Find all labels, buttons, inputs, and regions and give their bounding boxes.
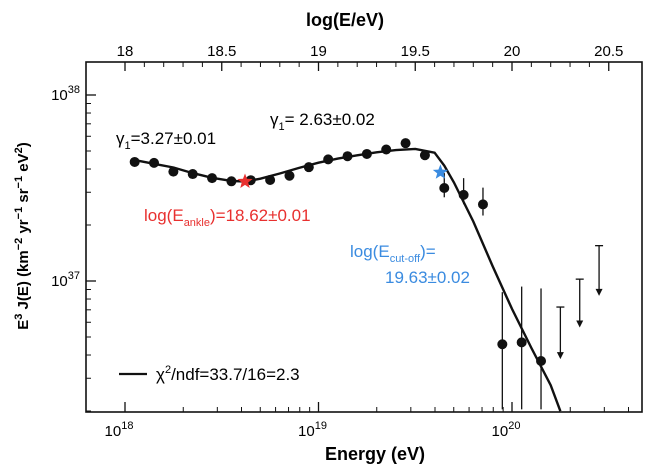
legend-chi-symbol: χ [156, 365, 165, 384]
data-point [439, 183, 450, 193]
data-point [129, 156, 140, 167]
ylabel-eV: eV [15, 153, 32, 176]
data-point [419, 150, 430, 161]
data-point [149, 157, 160, 168]
gamma1-left-value: =3.27±0.01 [131, 129, 216, 148]
ankle-star-marker [237, 173, 253, 188]
upper-limit-arrow [556, 352, 564, 360]
top-tick-label: 20 [504, 43, 521, 60]
data-point [400, 138, 411, 149]
upper-limit-arrow [595, 288, 603, 296]
top-axis-ticks: 18 18.5 19 19.5 20 20.5 [117, 43, 623, 71]
data-point [342, 151, 353, 162]
gamma1-right-subscript: 1 [279, 121, 285, 133]
data-point [207, 173, 218, 184]
ylabel-sr: sr [15, 188, 32, 207]
data-points-layer [129, 138, 604, 410]
data-point [477, 199, 488, 210]
ylabel-eV-sup: 2 [13, 147, 25, 153]
cut-off-star-marker [432, 164, 448, 179]
x-axis-title: Energy (eV) [325, 444, 425, 464]
top-tick-label: 19.5 [401, 43, 430, 60]
left-tick-label: 1037 [51, 270, 80, 290]
data-point [381, 144, 392, 155]
data-point [284, 170, 295, 181]
bottom-tick-label: 1020 [492, 420, 521, 440]
ylabel-sr-sup: −1 [13, 176, 25, 189]
legend-chi-value: /ndf=33.7/16=2.3 [171, 365, 300, 384]
ankle-label-subscript: ankle [184, 217, 210, 229]
ylabel-km-sup: −2 [13, 238, 25, 251]
cutoff-annotation-line2: 19.63±0.02 [385, 268, 470, 287]
plot-frame [85, 61, 643, 413]
data-point [323, 154, 334, 165]
ankle-label-prefix: log(E [144, 206, 184, 225]
left-axis-ticks: 1038 1037 [51, 84, 96, 412]
bottom-tick-label: 1018 [105, 420, 134, 440]
ankle-label-value: )=18.62±0.01 [210, 206, 311, 225]
data-point [187, 169, 198, 180]
data-point [265, 175, 276, 186]
gamma1-left-annotation: γ1=3.27±0.01 [116, 129, 216, 152]
gamma1-right-annotation: γ1= 2.63±0.02 [270, 110, 375, 133]
top-axis-title: log(E/eV) [306, 10, 384, 30]
legend-chi2-label: χ2/ndf=33.7/16=2.3 [156, 364, 300, 384]
ylabel-yr: yr [15, 219, 32, 238]
data-point [536, 355, 547, 366]
left-tick-label: 1038 [51, 84, 80, 104]
top-tick-label: 18.5 [207, 43, 236, 60]
ylabel-E: E [15, 320, 32, 330]
gamma1-right-value: = 2.63±0.02 [285, 110, 375, 129]
data-point [168, 166, 179, 177]
gamma1-left-symbol: γ [116, 129, 125, 148]
ylabel-E-sup: 3 [13, 314, 25, 320]
gamma1-left-subscript: 1 [125, 140, 131, 152]
y-axis-title: E3 J(E) (km−2 yr−1 sr−1 eV2) [13, 142, 32, 330]
ylabel-yr-sup: −1 [13, 207, 25, 220]
cutoff-label-eq: )= [420, 242, 436, 261]
bottom-axis-ticks: 1018 1019 1020 [105, 402, 629, 440]
cutoff-label-subscript: cut-off [390, 253, 421, 265]
upper-limit-arrow [576, 320, 584, 328]
top-tick-label: 19 [310, 43, 327, 60]
cutoff-annotation-line1: log(Ecut-off)= [350, 242, 436, 265]
top-tick-label: 20.5 [594, 43, 623, 60]
ankle-annotation: log(Eankle)=18.62±0.01 [144, 206, 311, 229]
data-point [303, 162, 314, 173]
legend-chi-sup: 2 [165, 364, 171, 376]
top-tick-label: 18 [117, 43, 134, 60]
bottom-tick-label: 1019 [298, 420, 327, 440]
data-point [497, 339, 508, 350]
gamma1-right-symbol: γ [270, 110, 279, 129]
markers-layer [237, 164, 448, 188]
data-point [516, 337, 527, 348]
data-point [226, 176, 237, 187]
ylabel-close: ) [15, 142, 32, 147]
ylabel-J: J(E) (km [15, 250, 32, 313]
cutoff-label-prefix: log(E [350, 242, 390, 261]
data-point [361, 148, 372, 159]
data-point [458, 189, 469, 200]
